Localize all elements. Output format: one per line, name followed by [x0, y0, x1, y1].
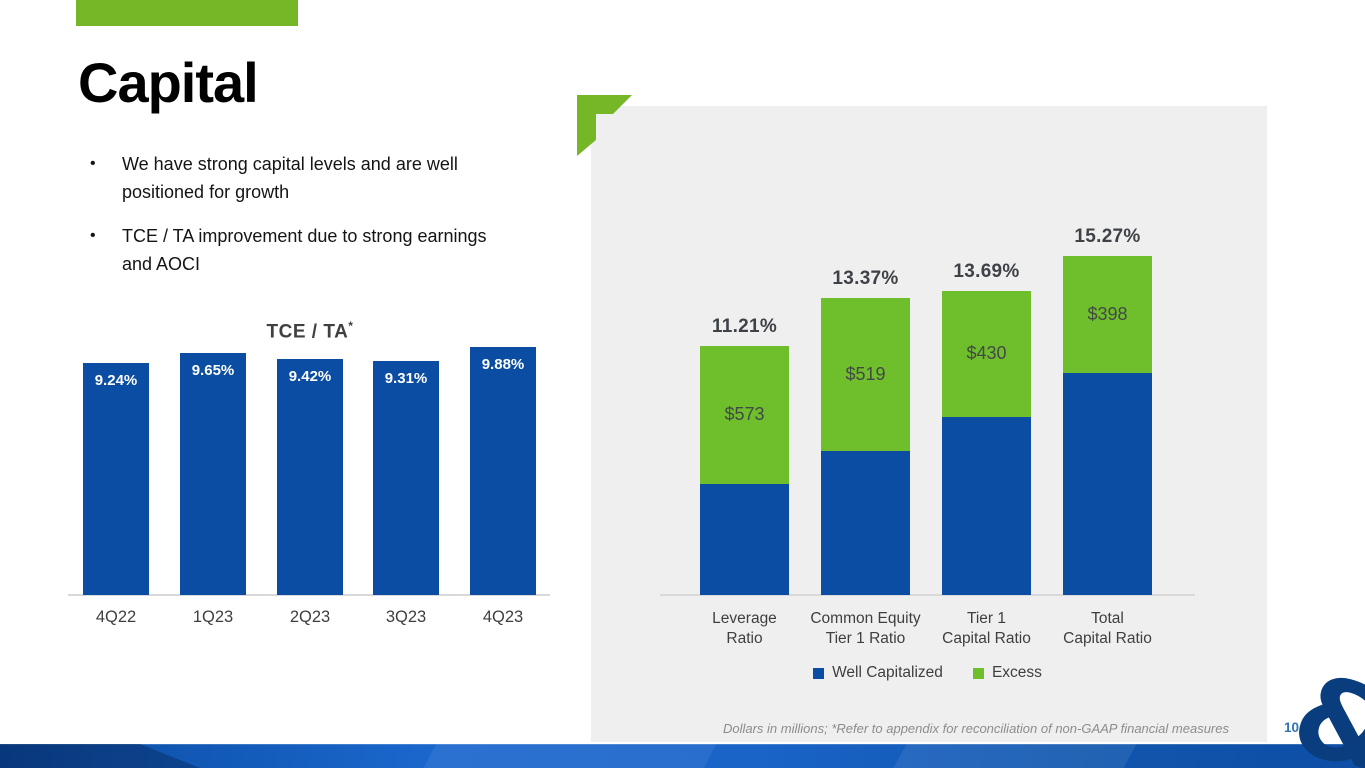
- x-axis-category-line: Total: [1091, 610, 1124, 627]
- slide-title: Capital: [78, 51, 259, 114]
- excess-segment: [1063, 256, 1152, 373]
- total-ratio-label: 13.69%: [953, 261, 1020, 282]
- well-capitalized-segment: [942, 417, 1031, 595]
- excess-segment: [942, 291, 1031, 417]
- chart-legend: Well Capitalized Excess: [660, 664, 1195, 682]
- tce-ta-bar: [83, 363, 149, 595]
- ampersand-logo: &: [1280, 649, 1365, 768]
- x-axis-category-label: Tier 1 Capital Ratio: [915, 609, 1059, 649]
- excess-value-label: $519: [845, 364, 886, 384]
- x-axis-category-label: 3Q23: [385, 608, 427, 626]
- bottom-wave-highlight: [423, 744, 717, 768]
- legend-label: Well Capitalized: [832, 664, 943, 681]
- legend-item: Excess: [972, 664, 1042, 682]
- corner-bracket-icon: [577, 95, 632, 156]
- excess-segment: [700, 346, 789, 484]
- excess-value-label: $398: [1087, 304, 1128, 324]
- total-ratio-label: 15.27%: [1074, 226, 1141, 247]
- bar-value-label: 9.31%: [384, 370, 428, 387]
- x-axis-category-line: Capital Ratio: [942, 630, 1031, 647]
- bullet-item: • We have strong capital levels and are w…: [88, 150, 514, 206]
- legend-swatch-icon: [813, 667, 825, 679]
- x-axis-line: [68, 594, 550, 596]
- x-axis-category-label: 2Q23: [289, 608, 331, 626]
- excess-value-label: $573: [724, 404, 765, 424]
- well-capitalized-segment: [700, 484, 789, 595]
- well-capitalized-segment: [821, 451, 910, 595]
- well-capitalized-segment: [1063, 373, 1152, 595]
- x-axis-category-line: Ratio: [726, 630, 763, 647]
- left-chart-title-text: TCE / TA: [266, 321, 349, 343]
- legend-swatch-icon: [972, 667, 984, 679]
- tce-ta-bar: [373, 361, 439, 595]
- total-ratio-label: 13.37%: [832, 268, 899, 289]
- x-axis-line: [660, 594, 1195, 596]
- x-axis-category-label: 4Q23: [482, 608, 524, 626]
- x-axis-category-line: Tier 1: [966, 610, 1007, 627]
- bullet-text: TCE / TA improvement due to strong earni…: [122, 226, 487, 274]
- total-ratio-label: 11.21%: [711, 316, 778, 337]
- bullet-text: We have strong capital levels and are we…: [122, 154, 458, 202]
- x-axis-category-line: Common Equity: [810, 610, 921, 627]
- bar-value-label: 9.88%: [481, 356, 525, 373]
- bar-value-label: 9.24%: [94, 372, 138, 389]
- x-axis-category-label: Leverage Ratio: [673, 609, 817, 649]
- footnote: Dollars in millions; *Refer to appendix …: [722, 721, 1229, 736]
- bullet-dot-icon: •: [90, 227, 96, 244]
- excess-value-label: $430: [966, 343, 1007, 363]
- x-axis-category-label: Total Capital Ratio: [1036, 609, 1180, 649]
- bar-value-label: 9.42%: [288, 368, 332, 385]
- legend-item: Well Capitalized: [813, 664, 943, 682]
- x-axis-category-line: Capital Ratio: [1063, 630, 1152, 647]
- bullet-item: • TCE / TA improvement due to strong earn…: [88, 222, 514, 278]
- legend-label: Excess: [991, 664, 1042, 681]
- bottom-wave-highlight: [893, 744, 1137, 768]
- left-chart-title: TCE / TA*: [68, 319, 552, 343]
- tce-ta-bar: [470, 347, 536, 595]
- x-axis-category-label: Common Equity Tier 1 Ratio: [794, 609, 938, 649]
- tce-ta-bar: [180, 353, 246, 595]
- bullet-list: • We have strong capital levels and are w…: [88, 150, 528, 294]
- bottom-wave-decoration: [0, 744, 1365, 768]
- x-axis-category-label: 1Q23: [192, 608, 234, 626]
- excess-segment: [821, 298, 910, 451]
- x-axis-category-line: Leverage: [712, 610, 777, 627]
- page-number: 10: [1284, 720, 1300, 735]
- footnote-marker: *: [348, 319, 354, 333]
- bar-value-label: 9.65%: [191, 362, 235, 379]
- x-axis-category-label: 4Q22: [95, 608, 137, 626]
- x-axis-category-line: Tier 1 Ratio: [825, 630, 906, 647]
- tce-ta-bar: [277, 359, 343, 595]
- header-accent-bar: [76, 0, 298, 26]
- bullet-dot-icon: •: [90, 155, 96, 172]
